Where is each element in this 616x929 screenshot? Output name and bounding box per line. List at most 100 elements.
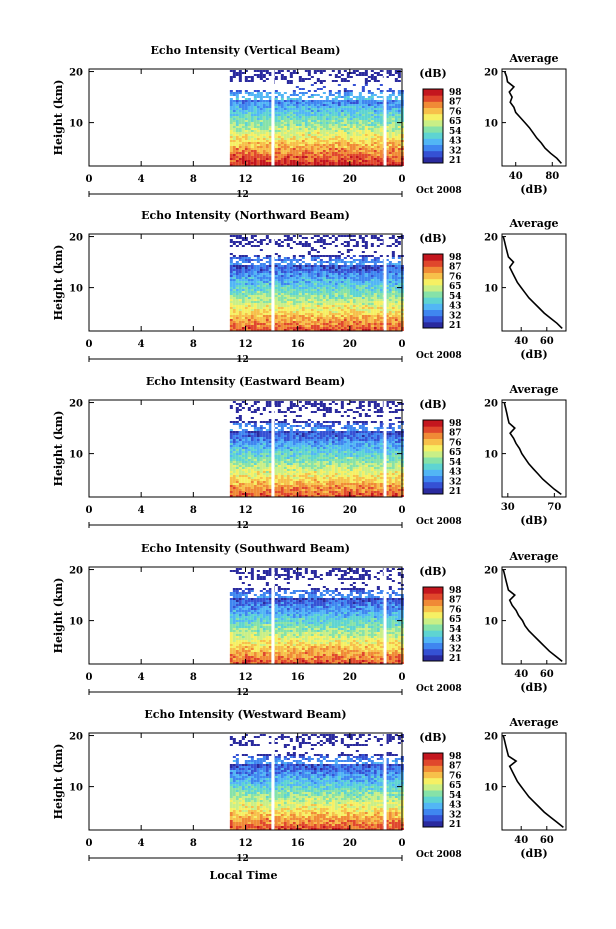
heatmap-cell bbox=[256, 265, 260, 267]
heatmap-cell bbox=[268, 152, 272, 154]
heatmap-cell bbox=[232, 477, 236, 479]
heatmap-cell bbox=[316, 293, 320, 295]
heatmap-cell bbox=[364, 104, 368, 106]
heatmap-cell bbox=[397, 162, 401, 164]
heatmap-cell bbox=[394, 70, 398, 72]
heatmap-cell bbox=[238, 287, 242, 289]
heatmap-cell bbox=[388, 321, 392, 323]
heatmap-cell bbox=[397, 277, 401, 279]
heatmap-cell bbox=[355, 327, 359, 329]
heatmap-cell bbox=[259, 323, 263, 325]
heatmap-cell bbox=[232, 146, 236, 148]
y-tick-label: 20 bbox=[69, 233, 83, 244]
heatmap-cell bbox=[307, 110, 311, 112]
heatmap-cell bbox=[247, 160, 251, 162]
heatmap-cell bbox=[229, 443, 233, 445]
heatmap-cell bbox=[289, 321, 293, 323]
heatmap-cell bbox=[232, 122, 236, 124]
heatmap-cell bbox=[229, 76, 233, 78]
heatmap-cell bbox=[340, 160, 344, 162]
heatmap-cell bbox=[289, 120, 293, 122]
heatmap-cell bbox=[280, 136, 284, 138]
heatmap-cell bbox=[280, 108, 284, 110]
heatmap-cell bbox=[253, 259, 257, 261]
heatmap-cell bbox=[268, 120, 272, 122]
heatmap-cell bbox=[361, 239, 365, 241]
heatmap-cell bbox=[394, 239, 398, 241]
heatmap-cell bbox=[385, 307, 389, 309]
heatmap-cell bbox=[292, 273, 296, 275]
heatmap-cell bbox=[370, 317, 374, 319]
heatmap-cell bbox=[355, 315, 359, 317]
heatmap-cell bbox=[244, 473, 248, 475]
heatmap-cell bbox=[253, 281, 257, 283]
heatmap-cell bbox=[247, 289, 251, 291]
heatmap-cell bbox=[232, 313, 236, 315]
heatmap-cell bbox=[355, 325, 359, 327]
heatmap-cell bbox=[301, 110, 305, 112]
heatmap-cell bbox=[337, 301, 341, 303]
heatmap-cell bbox=[262, 313, 266, 315]
heatmap-cell bbox=[232, 257, 236, 259]
heatmap-cell bbox=[283, 136, 287, 138]
heatmap-cell bbox=[376, 293, 380, 295]
heatmap-cell bbox=[247, 261, 251, 263]
heatmap-cell bbox=[247, 481, 251, 483]
heatmap-cell bbox=[259, 124, 263, 126]
heatmap-cell bbox=[241, 465, 245, 467]
heatmap-cell bbox=[379, 305, 383, 307]
heatmap-cell bbox=[244, 146, 248, 148]
heatmap-cell bbox=[376, 259, 380, 261]
heatmap-cell bbox=[376, 323, 380, 325]
heatmap-cell bbox=[253, 136, 257, 138]
heatmap-cell bbox=[277, 313, 281, 315]
heatmap-cell bbox=[244, 120, 248, 122]
heatmap-cell bbox=[256, 76, 260, 78]
heatmap-cell bbox=[292, 271, 296, 273]
heatmap-cell bbox=[280, 130, 284, 132]
heatmap-cell bbox=[274, 253, 278, 255]
heatmap-cell bbox=[301, 108, 305, 110]
heatmap-cell bbox=[244, 158, 248, 160]
heatmap-cell bbox=[256, 277, 260, 279]
heatmap-cell bbox=[229, 130, 233, 132]
heatmap-cell bbox=[373, 323, 377, 325]
heatmap-cell bbox=[307, 138, 311, 140]
heatmap-cell bbox=[334, 126, 338, 128]
heatmap-cell bbox=[304, 327, 308, 329]
heatmap-cell bbox=[289, 279, 293, 281]
heatmap-cell bbox=[292, 134, 296, 136]
heatmap-cell bbox=[247, 106, 251, 108]
heatmap-cell bbox=[286, 271, 290, 273]
heatmap-cell bbox=[268, 102, 272, 104]
heatmap-cell bbox=[229, 455, 233, 457]
heatmap-cell bbox=[238, 451, 242, 453]
heatmap-cell bbox=[268, 241, 272, 243]
heatmap-cell bbox=[349, 162, 353, 164]
heatmap-cell bbox=[325, 273, 329, 275]
heatmap-cell bbox=[253, 423, 257, 425]
heatmap-cell bbox=[391, 275, 395, 277]
heatmap-cell bbox=[376, 118, 380, 120]
heatmap-cell bbox=[376, 128, 380, 130]
heatmap-cell bbox=[331, 309, 335, 311]
heatmap-cell bbox=[376, 295, 380, 297]
heatmap-cell bbox=[328, 74, 332, 76]
heatmap-cell bbox=[250, 100, 254, 102]
panel-title: Echo Intensity (Eastward Beam) bbox=[146, 375, 345, 388]
heatmap-cell bbox=[394, 299, 398, 301]
heatmap-cell bbox=[340, 289, 344, 291]
heatmap-cell bbox=[259, 249, 263, 251]
heatmap-cell bbox=[328, 277, 332, 279]
heatmap-cell bbox=[376, 136, 380, 138]
heatmap-cell bbox=[295, 130, 299, 132]
heatmap-cell bbox=[352, 265, 356, 267]
heatmap-cell bbox=[253, 126, 257, 128]
heatmap-cell bbox=[238, 162, 242, 164]
heatmap-cell bbox=[358, 311, 362, 313]
heatmap-cell bbox=[337, 112, 341, 114]
heatmap-cell bbox=[349, 273, 353, 275]
heatmap-cell bbox=[268, 100, 272, 102]
heatmap-cell bbox=[364, 293, 368, 295]
